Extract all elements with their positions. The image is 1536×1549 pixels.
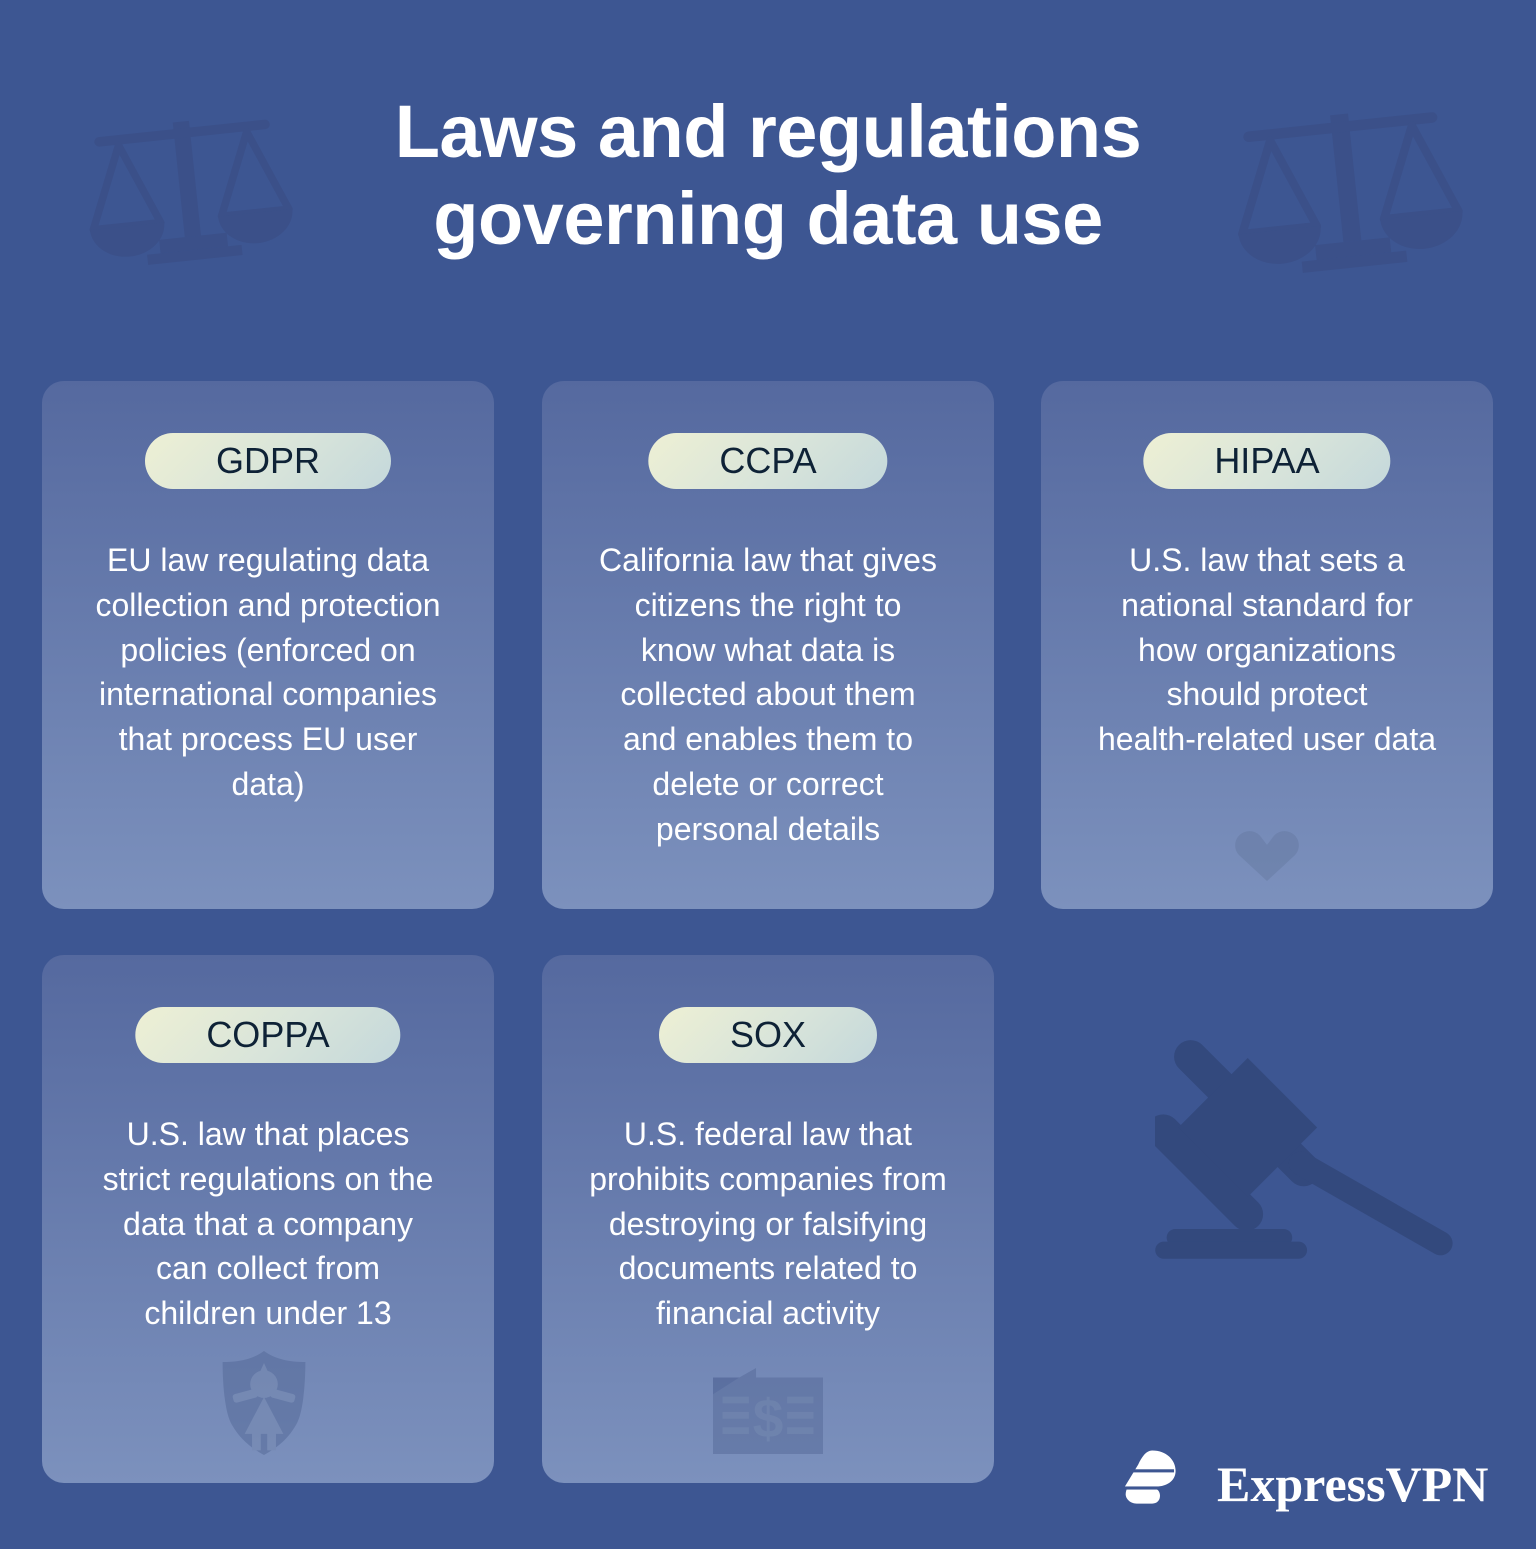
svg-text:$: $ bbox=[753, 1387, 784, 1449]
